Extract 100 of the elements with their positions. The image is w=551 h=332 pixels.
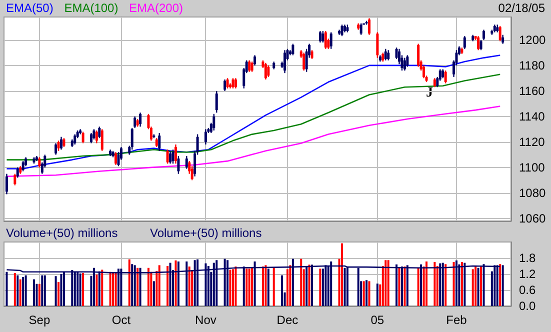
bar: [272, 268, 275, 306]
bar: [436, 266, 438, 306]
bar: [444, 264, 447, 306]
candlestick: [92, 128, 96, 140]
candlestick: [267, 64, 270, 78]
candlestick: [22, 160, 24, 172]
candlestick: [384, 48, 387, 61]
bar: [22, 276, 24, 306]
x-tick-label: Sep: [28, 313, 50, 327]
bar: [398, 268, 400, 306]
candlestick: [248, 60, 251, 72]
bar: [191, 270, 194, 306]
y-tick-label: 1120: [519, 134, 546, 149]
candlestick: [322, 30, 324, 44]
candlestick: [90, 132, 92, 144]
candlestick: [340, 24, 344, 37]
candlestick: [395, 47, 398, 60]
bar: [114, 272, 117, 306]
candlestick: [139, 112, 142, 128]
candlestick: [174, 144, 177, 164]
x-tick-label: Dec: [276, 313, 298, 327]
bar: [147, 268, 150, 306]
bar: [150, 272, 152, 306]
bar: [341, 243, 343, 306]
y-tick-label: 1080: [519, 186, 546, 200]
candlestick: [360, 22, 362, 36]
bar: [101, 270, 104, 306]
bar: [44, 275, 46, 306]
candlestick: [463, 36, 466, 50]
candlestick: [60, 136, 62, 150]
candlestick: [185, 155, 188, 170]
candlestick: [212, 113, 216, 132]
candlestick: [204, 128, 207, 146]
y-tick-label: 1140: [519, 109, 546, 124]
bar: [136, 268, 139, 306]
bar: [19, 279, 22, 306]
bar: [128, 259, 130, 306]
bar: [417, 268, 420, 306]
bar: [368, 281, 370, 306]
bar: [480, 266, 482, 306]
bar: [264, 265, 267, 306]
bar: [499, 264, 502, 306]
candlestick: [130, 127, 134, 150]
bar: [286, 269, 288, 306]
y-tick-label: 0.0: [519, 299, 536, 313]
candlestick: [422, 64, 426, 79]
candlestick: [74, 134, 76, 146]
bar: [460, 262, 463, 306]
bar: [32, 279, 35, 306]
bar: [174, 260, 177, 306]
bar: [262, 266, 264, 306]
candlestick: [57, 140, 60, 152]
bar: [232, 269, 234, 306]
candlestick: [264, 62, 267, 80]
candlestick: [477, 36, 480, 51]
bar: [112, 272, 114, 306]
bar: [158, 265, 160, 306]
y-tick-label: 1100: [519, 160, 546, 174]
candlestick: [5, 173, 8, 195]
text: EMA(50): [6, 1, 54, 15]
bar: [109, 272, 112, 306]
bar: [58, 282, 60, 306]
x-tick-label: Nov: [195, 313, 216, 327]
y-tick-label: 1200: [519, 32, 546, 47]
bar: [54, 276, 57, 306]
candlestick: [318, 30, 322, 44]
candlestick: [284, 50, 286, 74]
bar: [362, 281, 365, 306]
y-tick-label: 1060: [519, 211, 546, 226]
candlestick: [166, 149, 169, 164]
bar: [289, 265, 292, 306]
candlestick: [305, 48, 308, 72]
bar: [36, 284, 38, 306]
y-tick-label: 1.2: [519, 267, 536, 281]
bar: [472, 269, 474, 306]
bar: [234, 266, 237, 306]
candlestick: [224, 78, 226, 92]
bar: [308, 264, 310, 306]
bar: [41, 275, 44, 306]
candlestick: [54, 142, 58, 156]
candlestick: [82, 131, 84, 144]
bar: [387, 260, 390, 306]
bar: [426, 261, 428, 306]
candlestick: [480, 39, 482, 51]
x-tick-label: Feb: [446, 313, 468, 327]
y-tick-label: 1.8: [519, 251, 536, 265]
candlestick: [292, 43, 294, 56]
candlestick: [169, 150, 172, 164]
candlestick: [254, 54, 256, 66]
candlestick: [406, 54, 409, 68]
bar: [188, 266, 190, 306]
bar: [16, 275, 19, 306]
bar: [152, 281, 155, 306]
bar: [246, 268, 248, 306]
candlestick: [100, 128, 104, 152]
text: EMA(200): [129, 1, 184, 15]
bar: [404, 266, 406, 306]
candlestick: [417, 43, 420, 68]
text: EMA(100): [64, 1, 118, 15]
candlestick: [98, 126, 101, 139]
